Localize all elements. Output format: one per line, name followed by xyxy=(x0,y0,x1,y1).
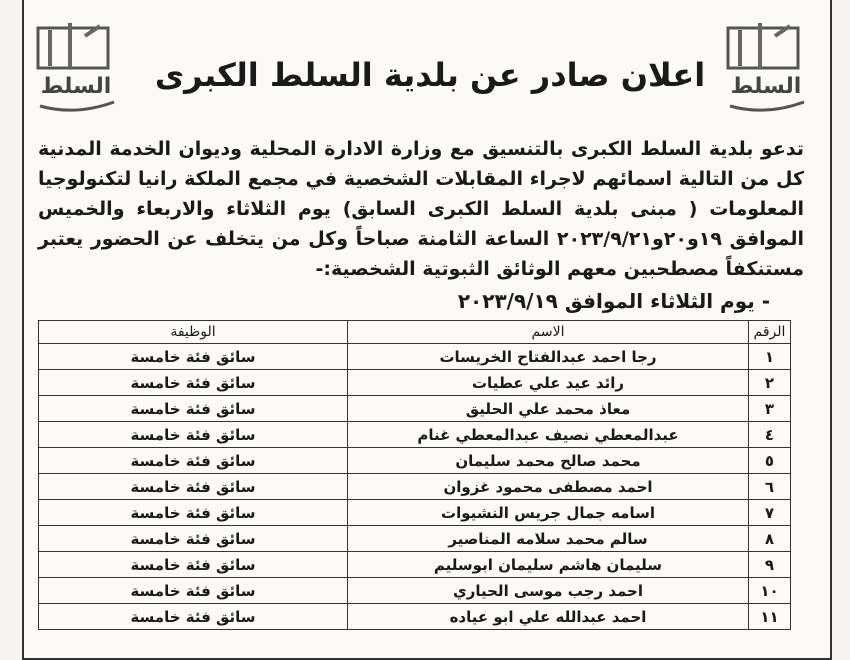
table-row: ٩ سليمان هاشم سليمان ابوسليم سائق فئة خامس… xyxy=(38,551,791,578)
table-row: ٧ اسامه جمال جريس النشيوات سائق فئة خامسة xyxy=(38,499,791,526)
table-row: ٦ احمد مصطفى محمود غزوان سائق فئة خامسة xyxy=(38,473,791,500)
cell-name: احمد عبدالله علي ابو عياده xyxy=(347,603,749,630)
cell-number: ٥ xyxy=(748,447,791,474)
cell-job: سائق فئة خامسة xyxy=(38,369,348,396)
table-row: ٢ رائد عيد علي عطيات سائق فئة خامسة xyxy=(38,369,791,396)
cell-job: سائق فئة خامسة xyxy=(38,577,348,604)
municipality-logo: السلط xyxy=(726,23,805,112)
cell-number: ٤ xyxy=(748,421,791,448)
cell-job: سائق فئة خامسة xyxy=(38,603,348,630)
day-heading: - يوم الثلاثاء الموافق ٢٠٢٣/٩/١٩ xyxy=(457,289,770,313)
cell-name: معاذ محمد علي الحليق xyxy=(347,395,749,422)
logo-text: السلط xyxy=(41,74,112,99)
announcement-title: اعلان صادر عن بلدية السلط الكبرى xyxy=(154,56,706,94)
cell-number: ١٠ xyxy=(748,577,791,604)
cell-number: ٧ xyxy=(748,499,791,526)
cell-name: سالم محمد سلامه المناصير xyxy=(347,525,749,552)
cell-name: رائد عيد علي عطيات xyxy=(347,369,749,396)
cell-name: عبدالمعطي نصيف عبدالمعطي غنام xyxy=(347,421,749,448)
cell-number: ٢ xyxy=(748,369,791,396)
cell-number: ٣ xyxy=(748,395,791,422)
announcement-body: تدعو بلدية السلط الكبرى بالتنسيق مع وزار… xyxy=(38,138,804,280)
table-header: الرقم الاسم الوظيفة xyxy=(38,320,791,344)
cell-job: سائق فئة خامسة xyxy=(38,525,348,552)
candidates-table: الرقم الاسم الوظيفة ١ رجا احمد عبدالفتاح … xyxy=(38,320,791,630)
cell-number: ١١ xyxy=(748,603,791,630)
cell-name: احمد مصطفى محمود غزوان xyxy=(347,473,749,500)
header-number: الرقم xyxy=(748,320,791,344)
cell-number: ٩ xyxy=(748,551,791,578)
table-row: ١ رجا احمد عبدالفتاح الخريسات سائق فئة خام… xyxy=(38,343,791,370)
cell-number: ١ xyxy=(748,343,791,370)
table-row: ٣ معاذ محمد علي الحليق سائق فئة خامسة xyxy=(38,395,791,422)
cell-job: سائق فئة خامسة xyxy=(38,343,348,370)
cell-job: سائق فئة خامسة xyxy=(38,395,348,422)
table-row: ٥ محمد صالح محمد سليمان سائق فئة خامسة xyxy=(38,447,791,474)
cell-job: سائق فئة خامسة xyxy=(38,473,348,500)
logo-text: السلط xyxy=(731,74,802,99)
header-job: الوظيفة xyxy=(38,320,348,344)
municipality-logo: السلط xyxy=(36,23,115,112)
table-row: ٤ عبدالمعطي نصيف عبدالمعطي غنام سائق فئة خ… xyxy=(38,421,791,448)
cell-name: محمد صالح محمد سليمان xyxy=(347,447,749,474)
cell-name: سليمان هاشم سليمان ابوسليم xyxy=(347,551,749,578)
cell-job: سائق فئة خامسة xyxy=(38,499,348,526)
table-row: ٨ سالم محمد سلامه المناصير سائق فئة خامسة xyxy=(38,525,791,552)
header-name: الاسم xyxy=(347,320,749,344)
cell-name: احمد رجب موسى الحياري xyxy=(347,577,749,604)
cell-name: رجا احمد عبدالفتاح الخريسات xyxy=(347,343,749,370)
cell-job: سائق فئة خامسة xyxy=(38,551,348,578)
cell-job: سائق فئة خامسة xyxy=(38,447,348,474)
cell-name: اسامه جمال جريس النشيوات xyxy=(347,499,749,526)
cell-number: ٨ xyxy=(748,525,791,552)
cell-job: سائق فئة خامسة xyxy=(38,421,348,448)
cell-number: ٦ xyxy=(748,473,791,500)
table-row: ١١ احمد عبدالله علي ابو عياده سائق فئة خام… xyxy=(38,603,791,630)
table-row: ١٠ احمد رجب موسى الحياري سائق فئة خامسة xyxy=(38,577,791,604)
